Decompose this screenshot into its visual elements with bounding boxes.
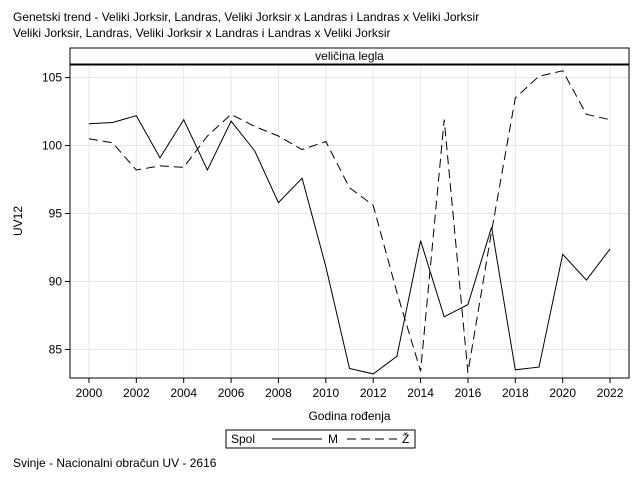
x-tick-label: 2022 bbox=[597, 386, 624, 400]
grid-lines bbox=[70, 64, 629, 378]
x-tick-label: 2014 bbox=[407, 386, 434, 400]
x-tick-label: 2000 bbox=[76, 386, 103, 400]
x-tick-label: 2002 bbox=[123, 386, 150, 400]
series-line-z bbox=[88, 70, 611, 373]
x-tick-label: 2018 bbox=[502, 386, 529, 400]
legend-label-z: Ž bbox=[402, 431, 409, 446]
x-tick-label: 2016 bbox=[455, 386, 482, 400]
legend: Spol M Ž bbox=[225, 429, 416, 449]
series-line-m bbox=[88, 115, 611, 375]
x-tick-label: 2004 bbox=[170, 386, 197, 400]
footer-note: Svinje - Nacionalni obračun UV - 2616 bbox=[13, 456, 217, 470]
x-tick-label: 2008 bbox=[265, 386, 292, 400]
panel-label: veličina legla bbox=[315, 49, 384, 63]
y-axis: 85 90 95 100 105 bbox=[42, 71, 70, 356]
series-lines bbox=[88, 70, 611, 375]
y-axis-label: UV12 bbox=[11, 206, 25, 236]
legend-label-m: M bbox=[328, 432, 338, 446]
x-axis: 2000 2002 2004 2006 2008 2010 2012 2014 2016 2018… bbox=[76, 378, 624, 400]
y-tick-label: 90 bbox=[49, 274, 63, 288]
x-tick-label: 2010 bbox=[312, 386, 339, 400]
x-tick-label: 2012 bbox=[360, 386, 387, 400]
y-tick-label: 85 bbox=[49, 342, 63, 356]
chart-title-line-2: Veliki Jorksir, Landras, Veliki Jorksir … bbox=[13, 26, 391, 40]
y-tick-label: 105 bbox=[42, 71, 62, 85]
y-tick-label: 95 bbox=[49, 207, 63, 221]
legend-title: Spol bbox=[231, 432, 255, 446]
chart-title-line-1: Genetski trend - Veliki Jorksir, Landras… bbox=[13, 10, 480, 24]
plot-frame bbox=[69, 63, 630, 379]
y-tick-label: 100 bbox=[42, 139, 62, 153]
x-tick-label: 2020 bbox=[549, 386, 576, 400]
x-tick-label: 2006 bbox=[218, 386, 245, 400]
x-axis-label: Godina rođenja bbox=[308, 409, 390, 423]
